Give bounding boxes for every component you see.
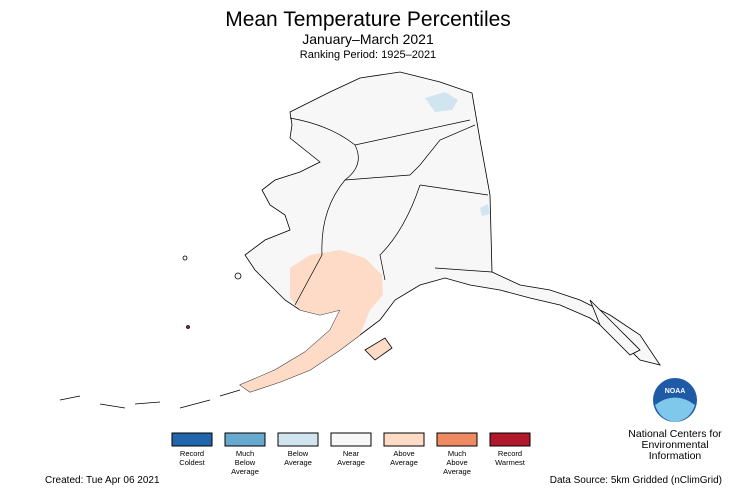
created: Created: Tue Apr 06 2021 xyxy=(45,475,160,486)
org-line: Environmental xyxy=(641,439,708,451)
mainland xyxy=(239,71,661,393)
legend: RecordColdestMuchBelowAverageBelowAverag… xyxy=(171,432,531,476)
legend-label: Much xyxy=(448,449,466,458)
legend-label: Below xyxy=(288,449,309,458)
legend-label: Record xyxy=(498,449,522,458)
org-line: Information xyxy=(649,450,702,462)
legend-label: Near xyxy=(343,449,360,458)
noaa-logo: NOAA xyxy=(653,378,697,422)
subtitle: January–March 2021 xyxy=(302,31,434,47)
legend-swatch xyxy=(383,432,425,447)
cool-patch xyxy=(425,92,458,112)
data-source: Data Source: 5km Gridded (nClimGrid) xyxy=(550,475,722,486)
legend-label: Average xyxy=(390,458,418,467)
org-name: National Centers forEnvironmentalInforma… xyxy=(628,428,722,462)
legend-label: Coldest xyxy=(179,458,205,467)
legend-swatch xyxy=(224,432,266,447)
alaska-map xyxy=(59,71,661,409)
legend-label: Average xyxy=(231,467,259,476)
warm-region xyxy=(240,250,383,392)
org-line: National Centers for xyxy=(628,428,722,440)
legend-label: Warmest xyxy=(495,458,526,467)
legend-swatch xyxy=(436,432,478,447)
legend-label: Above xyxy=(393,449,414,458)
legend-label: Average xyxy=(337,458,365,467)
legend-swatch xyxy=(277,432,319,447)
legend-label: Below xyxy=(235,458,256,467)
cool-patch xyxy=(480,204,490,216)
division-lines xyxy=(289,117,493,306)
legend-swatch xyxy=(330,432,372,447)
legend-label: Much xyxy=(236,449,254,458)
legend-swatch xyxy=(171,432,213,447)
legend-label: Above xyxy=(446,458,467,467)
legend-swatch xyxy=(489,432,531,447)
islands xyxy=(59,255,641,409)
legend-label: Record xyxy=(180,449,204,458)
legend-label: Average xyxy=(443,467,471,476)
logo-wave xyxy=(655,397,695,422)
legend-label: Average xyxy=(284,458,312,467)
ranking-period: Ranking Period: 1925–2021 xyxy=(300,49,436,61)
logo-badge: NOAA xyxy=(665,388,686,395)
title: Mean Temperature Percentiles xyxy=(225,8,511,31)
